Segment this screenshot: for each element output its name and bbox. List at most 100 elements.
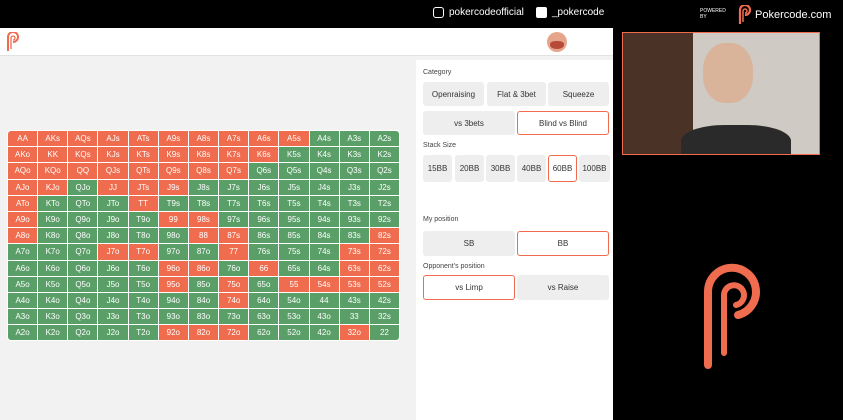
hand-cell-85s[interactable]: 85s (279, 228, 309, 244)
hand-cell-44[interactable]: 44 (309, 292, 339, 309)
hand-cell-j8o[interactable]: J8o (98, 228, 128, 244)
hand-cell-t7o[interactable]: T7o (128, 244, 158, 260)
hand-cell-ajs[interactable]: AJs (98, 131, 128, 147)
hand-cell-t9o[interactable]: T9o (128, 211, 158, 228)
hand-cell-qts[interactable]: QTs (128, 163, 158, 179)
hand-cell-k5o[interactable]: K5o (38, 276, 68, 292)
hand-cell-t3o[interactable]: T3o (128, 309, 158, 325)
hand-cell-k9o[interactable]: K9o (38, 211, 68, 228)
hand-cell-j4o[interactable]: J4o (98, 292, 128, 309)
category-flat-3bet-button[interactable]: Flat & 3bet (487, 82, 546, 106)
hand-cell-92o[interactable]: 92o (158, 325, 188, 341)
hand-cell-ako[interactable]: AKo (8, 147, 38, 163)
hand-cell-kk[interactable]: KK (38, 147, 68, 163)
hand-cell-t4o[interactable]: T4o (128, 292, 158, 309)
hand-cell-84s[interactable]: 84s (309, 228, 339, 244)
hand-cell-k3o[interactable]: K3o (38, 309, 68, 325)
hand-cell-j7o[interactable]: J7o (98, 244, 128, 260)
hand-cell-65o[interactable]: 65o (249, 276, 279, 292)
hand-cell-j3o[interactable]: J3o (98, 309, 128, 325)
hand-cell-63o[interactable]: 63o (249, 309, 279, 325)
hand-cell-t3s[interactable]: T3s (339, 195, 369, 211)
hand-cell-43o[interactable]: 43o (309, 309, 339, 325)
hand-cell-k2o[interactable]: K2o (38, 325, 68, 341)
hand-cell-qto[interactable]: QTo (68, 195, 98, 211)
hand-cell-t2s[interactable]: T2s (369, 195, 399, 211)
hand-cell-jj[interactable]: JJ (98, 179, 128, 195)
hand-cell-a5s[interactable]: A5s (279, 131, 309, 147)
hand-cell-k6s[interactable]: K6s (249, 147, 279, 163)
hand-cell-j7s[interactable]: J7s (219, 179, 249, 195)
hand-cell-a9s[interactable]: A9s (158, 131, 188, 147)
hand-cell-a9o[interactable]: A9o (8, 211, 38, 228)
stack-60bb-button[interactable]: 60BB (548, 155, 577, 182)
hand-cell-85o[interactable]: 85o (188, 276, 219, 292)
hand-cell-a6s[interactable]: A6s (249, 131, 279, 147)
hand-cell-86s[interactable]: 86s (249, 228, 279, 244)
hand-cell-q7o[interactable]: Q7o (68, 244, 98, 260)
hand-cell-q8o[interactable]: Q8o (68, 228, 98, 244)
hand-cell-kqo[interactable]: KQo (38, 163, 68, 179)
hand-cell-74o[interactable]: 74o (219, 292, 249, 309)
hand-cell-j8s[interactable]: J8s (188, 179, 219, 195)
hand-cell-76s[interactable]: 76s (249, 244, 279, 260)
position-sb-button[interactable]: SB (423, 231, 515, 256)
hand-cell-62o[interactable]: 62o (249, 325, 279, 341)
hand-cell-97s[interactable]: 97s (219, 211, 249, 228)
hand-cell-53o[interactable]: 53o (279, 309, 309, 325)
hand-cell-64s[interactable]: 64s (309, 260, 339, 276)
hand-cell-k8o[interactable]: K8o (38, 228, 68, 244)
hand-cell-62s[interactable]: 62s (369, 260, 399, 276)
hand-cell-t5o[interactable]: T5o (128, 276, 158, 292)
hand-cell-q6s[interactable]: Q6s (249, 163, 279, 179)
hand-cell-q5s[interactable]: Q5s (279, 163, 309, 179)
hand-cell-95s[interactable]: 95s (279, 211, 309, 228)
hand-cell-88[interactable]: 88 (188, 228, 219, 244)
hand-cell-a5o[interactable]: A5o (8, 276, 38, 292)
hand-cell-k4s[interactable]: K4s (309, 147, 339, 163)
hand-cell-77[interactable]: 77 (219, 244, 249, 260)
hand-cell-a3s[interactable]: A3s (339, 131, 369, 147)
hand-cell-q9s[interactable]: Q9s (158, 163, 188, 179)
hand-cell-64o[interactable]: 64o (249, 292, 279, 309)
hand-cell-72s[interactable]: 72s (369, 244, 399, 260)
hand-cell-t2o[interactable]: T2o (128, 325, 158, 341)
hand-cell-a7o[interactable]: A7o (8, 244, 38, 260)
hand-cell-96o[interactable]: 96o (158, 260, 188, 276)
hand-cell-k6o[interactable]: K6o (38, 260, 68, 276)
hand-cell-53s[interactable]: 53s (339, 276, 369, 292)
user-avatar[interactable] (547, 32, 567, 52)
hand-cell-55[interactable]: 55 (279, 276, 309, 292)
hand-cell-q9o[interactable]: Q9o (68, 211, 98, 228)
hand-cell-aqs[interactable]: AQs (68, 131, 98, 147)
hand-cell-jto[interactable]: JTo (98, 195, 128, 211)
hand-cell-52s[interactable]: 52s (369, 276, 399, 292)
hand-cell-42o[interactable]: 42o (309, 325, 339, 341)
app-logo-icon[interactable] (5, 32, 19, 52)
hand-cell-t6o[interactable]: T6o (128, 260, 158, 276)
hand-cell-43s[interactable]: 43s (339, 292, 369, 309)
hand-cell-22[interactable]: 22 (369, 325, 399, 341)
stack-15bb-button[interactable]: 15BB (423, 155, 452, 182)
hand-cell-k8s[interactable]: K8s (188, 147, 219, 163)
hand-cell-kts[interactable]: KTs (128, 147, 158, 163)
hand-cell-94s[interactable]: 94s (309, 211, 339, 228)
hand-cell-aqo[interactable]: AQo (8, 163, 38, 179)
category-squeeze-button[interactable]: Squeeze (548, 82, 609, 106)
hand-cell-qjs[interactable]: QJs (98, 163, 128, 179)
hand-cell-93o[interactable]: 93o (158, 309, 188, 325)
hand-cell-97o[interactable]: 97o (158, 244, 188, 260)
hand-cell-42s[interactable]: 42s (369, 292, 399, 309)
hand-cell-94o[interactable]: 94o (158, 292, 188, 309)
hand-cell-k7s[interactable]: K7s (219, 147, 249, 163)
hand-cell-98o[interactable]: 98o (158, 228, 188, 244)
hand-cell-aks[interactable]: AKs (38, 131, 68, 147)
category-vs-3bets-button[interactable]: vs 3bets (423, 111, 515, 135)
hand-cell-j5s[interactable]: J5s (279, 179, 309, 195)
category-blind-vs-blind-button[interactable]: Blind vs Blind (517, 111, 609, 135)
hand-cell-84o[interactable]: 84o (188, 292, 219, 309)
hand-cell-96s[interactable]: 96s (249, 211, 279, 228)
hand-cell-k9s[interactable]: K9s (158, 147, 188, 163)
hand-cell-ajo[interactable]: AJo (8, 179, 38, 195)
hand-cell-k4o[interactable]: K4o (38, 292, 68, 309)
